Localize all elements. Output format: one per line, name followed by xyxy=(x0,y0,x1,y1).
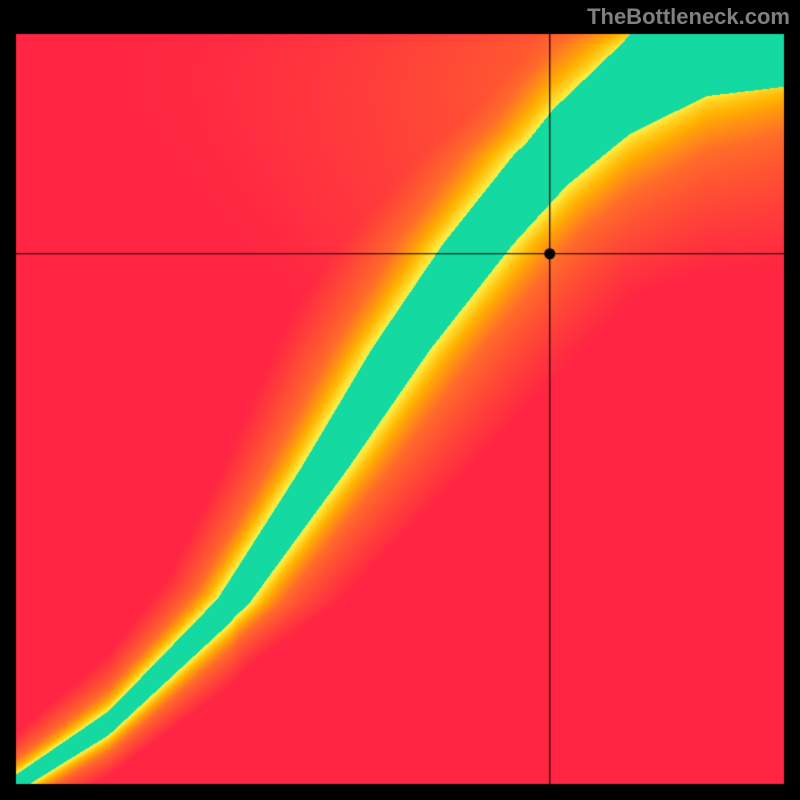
heatmap-canvas xyxy=(0,0,800,800)
chart-container: TheBottleneck.com xyxy=(0,0,800,800)
watermark-text: TheBottleneck.com xyxy=(587,4,790,30)
